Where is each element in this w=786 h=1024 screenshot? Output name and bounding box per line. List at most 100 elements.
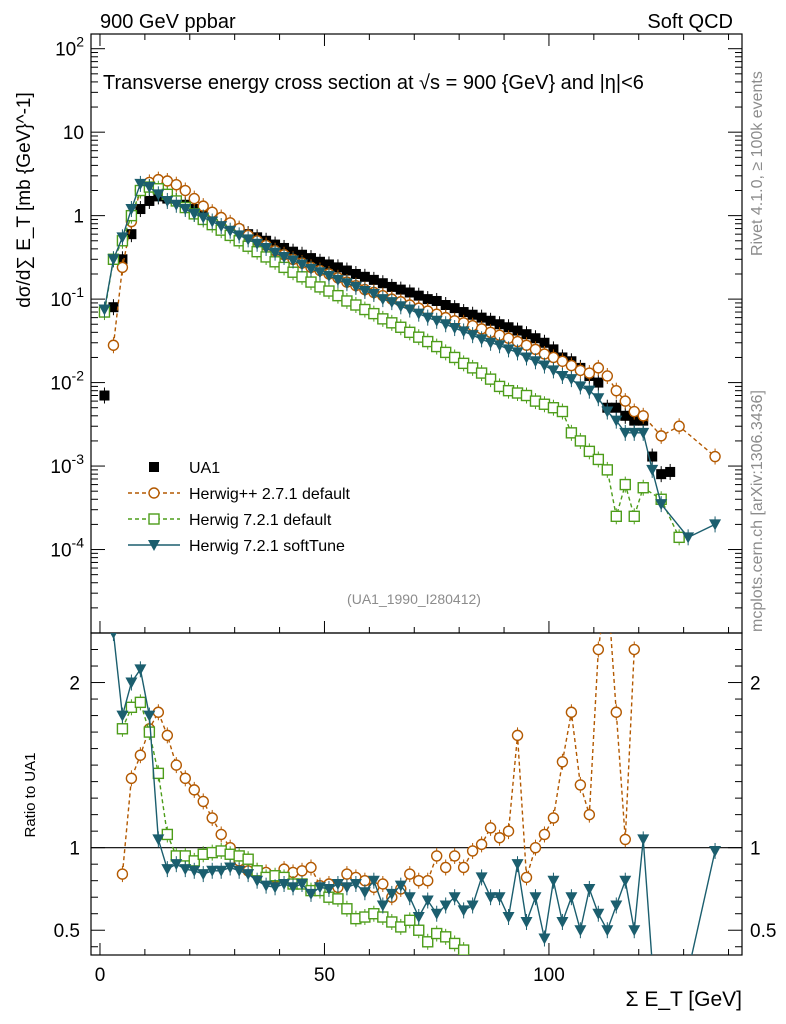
ratio-herwigpp-point [475,838,488,851]
main-ua1-point [449,303,460,314]
main-softtune-point [439,319,452,331]
main-ua1-point [341,265,352,276]
ratio-herwig721-point [422,936,434,948]
main-herwig721-point [592,453,605,466]
ratio-softtune-point [358,887,371,899]
main-herwig721-point [475,367,488,379]
main-herwig721-point [448,351,461,364]
main-herwigpp-point [628,405,640,418]
ratio-softtune-point [412,912,425,924]
legend-herwig721-label: Herwig 7.2.1 default [189,512,332,529]
main-softtune-point [287,255,300,267]
legend-herwigpp-label: Herwig++ 2.7.1 default [189,486,351,503]
ratio-herwigpp-point [179,772,191,785]
main-herwig721-point [673,531,685,544]
main-ua1-point [629,415,640,426]
main-softtune-point [547,365,560,377]
ratio-softtune-point [547,875,560,887]
main-softtune-point [296,259,309,271]
main-softtune-point [394,301,407,313]
main-ua1-point [386,281,397,292]
main-softtune-point [655,499,668,511]
main-softtune-point [170,199,183,211]
ratio-herwigpp-point [529,841,542,854]
ratio-y-tick-label: 1 [69,839,80,860]
main-softtune-point [304,263,317,275]
legend-herwig721-marker [148,513,160,525]
main-softtune-point [493,340,506,352]
ratio-softtune-point [188,865,201,877]
main-ua1-point [305,253,316,264]
ratio-softtune-point [493,892,506,904]
ratio-y-tick-label-right: 2 [750,674,761,695]
ratio-softtune-point [430,908,443,920]
main-ua1-point [656,469,667,480]
ratio-herwig721-point [439,931,452,943]
main-softtune-point [152,189,165,201]
ratio-ylabel: Ratio to UA1 [22,752,39,837]
y-tick-label: 10-3 [50,451,84,478]
header-right: Soft QCD [647,11,733,33]
main-ua1-point [314,256,325,267]
ratio-softtune-point [143,710,156,722]
ratio-herwig721-point [341,903,353,915]
ratio-herwig721-point [116,723,129,735]
ratio-softtune-point [610,900,623,912]
main-softtune-point [215,221,228,233]
main-ua1-point [422,294,433,305]
main-softtune-point [502,344,515,356]
main-ua1-point [368,274,379,285]
ratio-softtune-point [233,865,246,877]
ratio-herwigpp-point [188,784,200,796]
ratio-softtune-point [556,916,569,928]
y-tick-label: 10-4 [50,535,84,562]
main-softtune-point [484,337,497,349]
ratio-softtune-point [439,900,452,912]
ratio-panel-frame [90,632,743,956]
main-softtune-point [646,464,659,476]
main-softtune-point [457,326,470,338]
ratio-softtune-point [340,882,353,894]
main-herwig721-point [484,373,497,385]
xlabel: Σ E_T [GeV] [626,988,742,1011]
main-herwig721-point [637,482,649,494]
main-softtune-point [385,297,398,309]
ratio-softtune-point [637,834,650,846]
main-softtune-point [601,406,614,418]
ratio-herwigpp-point [610,706,622,718]
y-tick-label: 10-2 [50,368,84,395]
main-herwigpp-point [188,192,200,205]
main-herwigpp-point [583,367,596,379]
ratio-herwigpp-point [520,871,533,884]
ratio-herwigpp-point [431,850,443,862]
ratio-herwigpp-point [556,756,569,768]
main-ua1-point [297,249,308,260]
ratio-herwig721-line [121,701,465,951]
main-ua1-point [620,410,631,421]
main-ua1-point [117,254,128,265]
main-herwigpp-point [116,261,129,274]
main-softtune-point [242,234,255,246]
main-softtune-point [583,385,596,397]
main-herwigpp-point [655,430,667,442]
main-softtune-point [637,427,650,439]
ratio-softtune-point [110,633,117,639]
main-softtune-point [538,360,551,372]
main-herwigpp-point [673,420,685,432]
main-ua1-point [647,451,658,462]
ratio-herwigpp-point [484,822,497,834]
main-ua1-point [144,195,155,206]
main-softtune-point [224,225,237,237]
ratio-softtune-point [134,664,147,676]
ratio-softtune-point [421,895,434,907]
ratio-herwigpp-point [215,828,227,841]
x-axis-ticks: 0 50 100 [95,34,730,986]
ratio-softtune-point [511,859,524,871]
ratio-herwigpp-point [466,845,479,857]
main-softtune-point [179,204,192,216]
main-softtune-point [331,274,344,286]
main-softtune-point [430,315,443,327]
main-ua1-point [521,329,532,340]
main-softtune-point [107,254,120,266]
main-ua1-point [359,271,370,282]
